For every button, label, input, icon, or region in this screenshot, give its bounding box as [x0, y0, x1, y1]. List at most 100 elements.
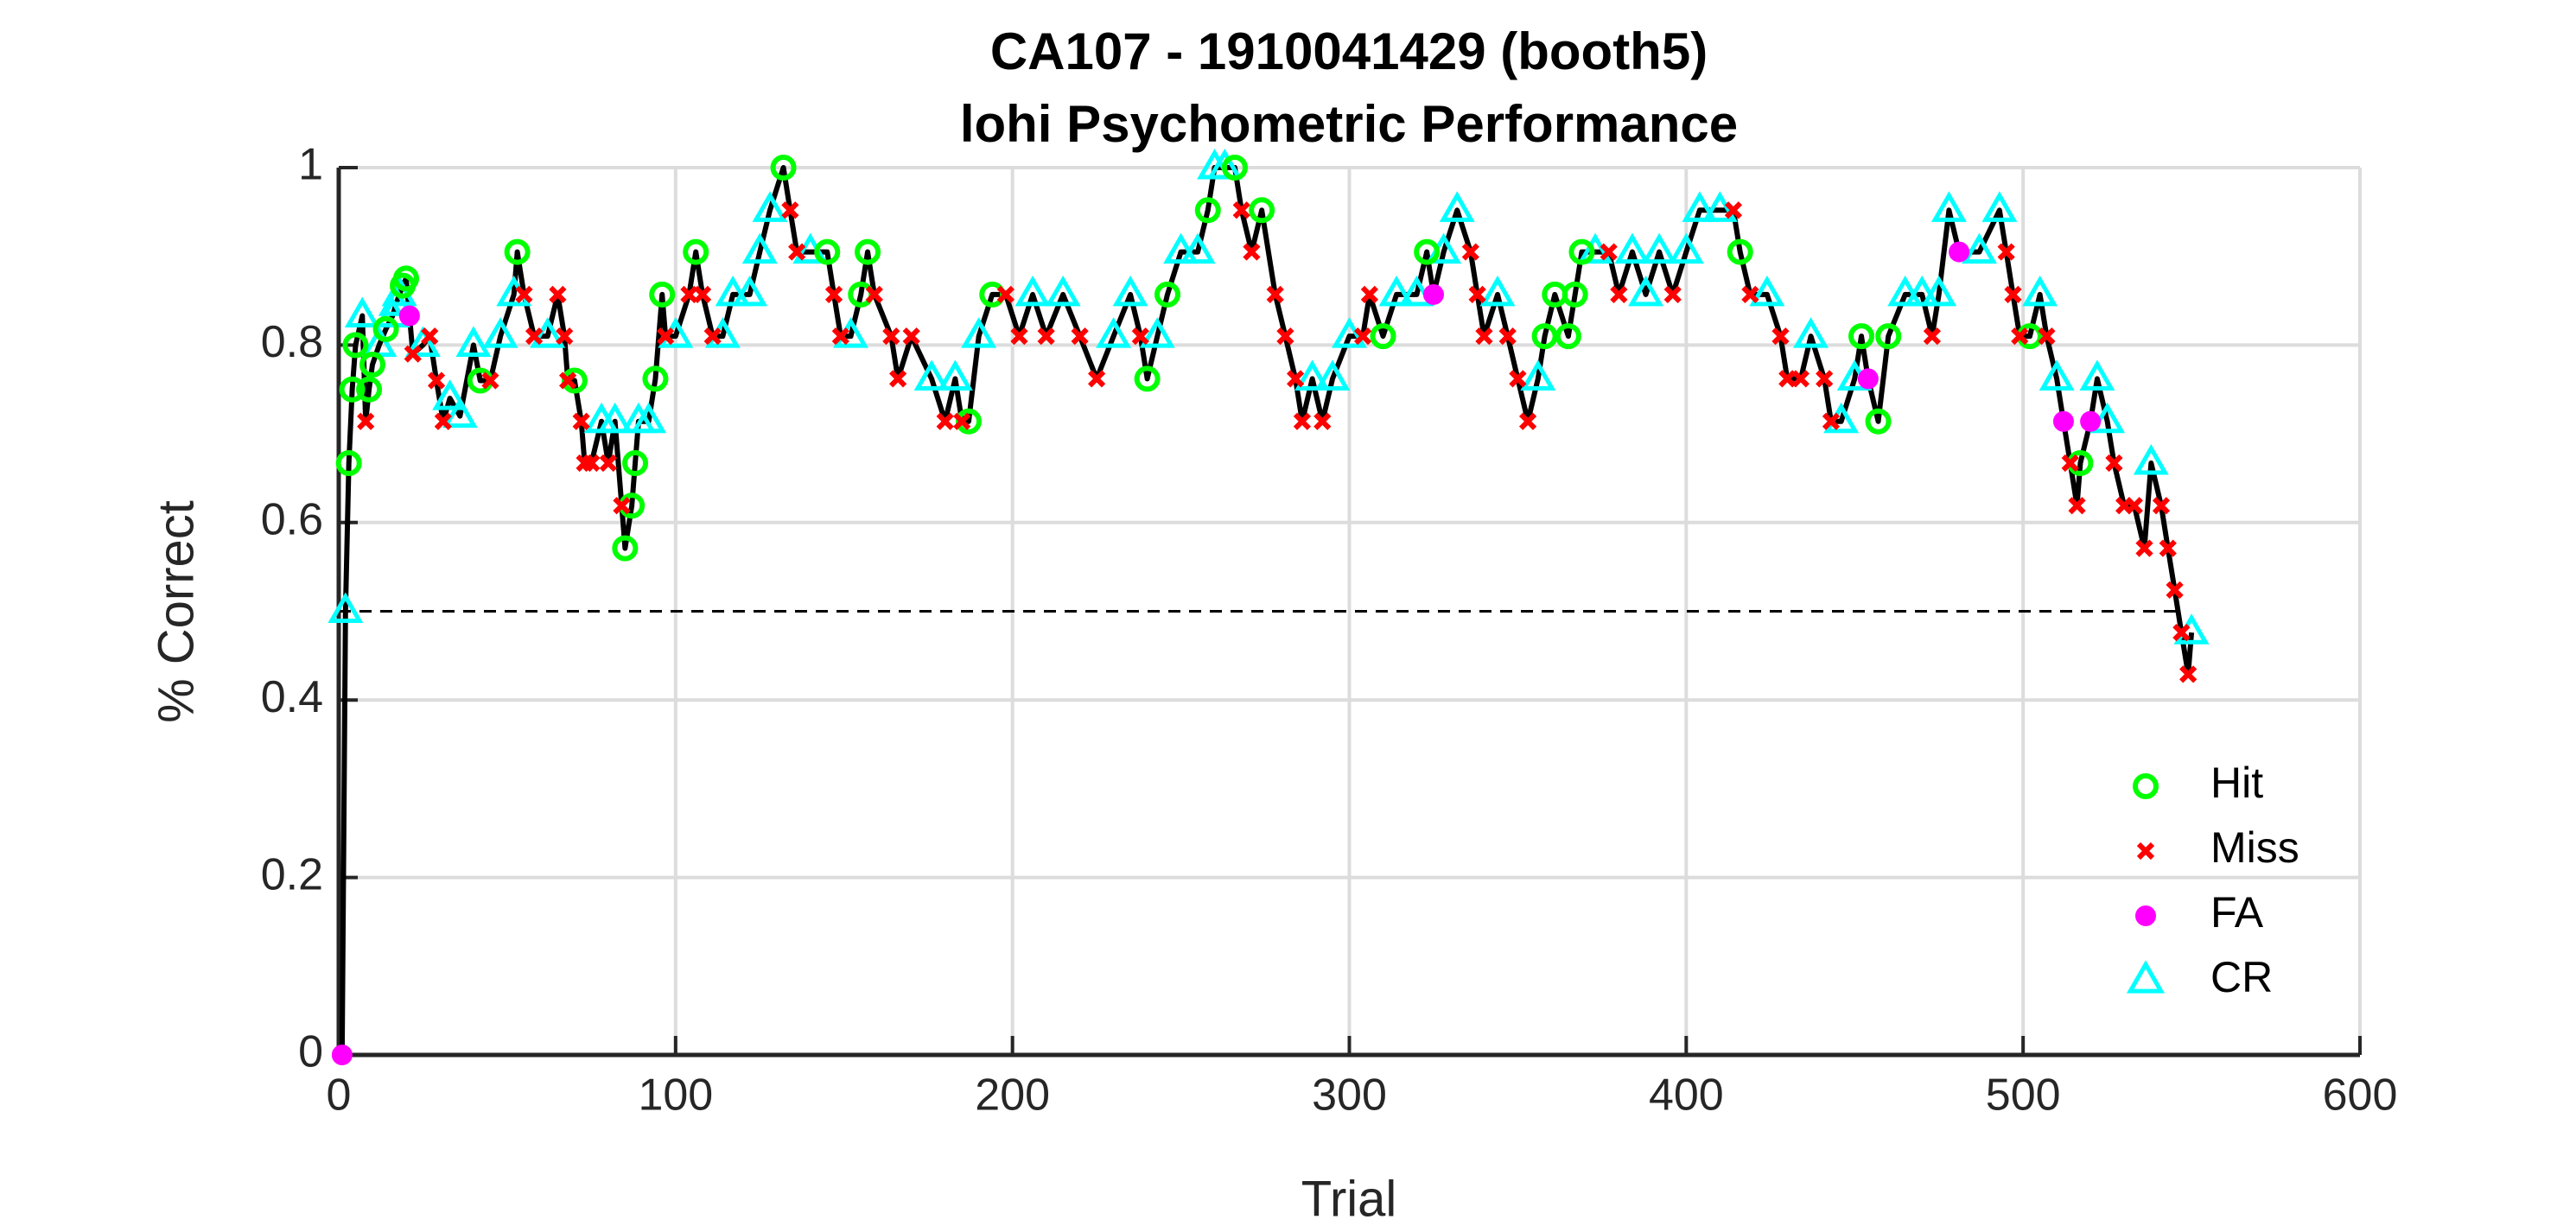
cr-marker: [455, 326, 492, 357]
cr-marker: [2022, 275, 2058, 307]
legend-symbol: [2135, 905, 2156, 926]
cr-marker: [1793, 317, 1829, 348]
x-tick-label: 200: [975, 1070, 1050, 1121]
miss-marker: [1131, 327, 1149, 346]
miss-marker: [2152, 497, 2171, 515]
cr-marker: [1921, 275, 1957, 307]
miss-marker: [824, 285, 843, 303]
hit-marker: [339, 376, 366, 403]
hit-marker: [504, 238, 531, 265]
miss-marker: [1287, 370, 1305, 388]
miss-marker: [888, 370, 907, 388]
cr-marker: [404, 326, 441, 357]
chart-title: CA107 - 1910041429 (booth5): [990, 22, 1708, 80]
cr-marker: [1332, 317, 1367, 348]
fa-marker: [1949, 241, 1970, 263]
cr-marker: [732, 275, 768, 307]
miss-marker: [1663, 285, 1682, 303]
legend-label: Hit: [2210, 759, 2263, 807]
x-axis-label: Trial: [1301, 1171, 1397, 1226]
miss-marker: [1461, 243, 1479, 261]
miss-marker: [703, 327, 722, 346]
cr-marker: [1701, 191, 1738, 222]
hit-marker: [1727, 238, 1753, 265]
cr-marker: [344, 296, 380, 328]
miss-marker: [599, 454, 617, 473]
cr-marker: [913, 359, 950, 391]
miss-marker: [882, 327, 900, 346]
miss-marker: [481, 372, 499, 390]
cr-marker: [1904, 275, 1940, 307]
cr-marker: [1641, 232, 1677, 264]
miss-marker: [2011, 327, 2029, 346]
legend-symbol: [2133, 773, 2159, 799]
miss-marker: [434, 412, 452, 430]
legend-label: CR: [2210, 953, 2273, 1001]
hit-marker: [1875, 323, 1902, 350]
miss-marker: [1010, 327, 1028, 346]
fa-marker: [398, 305, 420, 327]
cr-marker: [1045, 275, 1081, 307]
hit-marker: [1154, 281, 1180, 308]
miss-marker: [1313, 412, 1332, 430]
fa-marker: [1422, 283, 1444, 305]
legend-symbol: [2136, 842, 2155, 861]
cr-marker: [1887, 275, 1924, 307]
cr-marker: [715, 275, 751, 307]
y-tick-label: 0.6: [261, 495, 323, 545]
cr-marker: [741, 232, 778, 264]
miss-marker: [1360, 285, 1379, 303]
miss-marker: [936, 412, 954, 430]
cr-marker: [530, 317, 566, 348]
cr-marker: [1163, 232, 1199, 264]
cr-marker: [1628, 275, 1664, 307]
fa-marker: [1857, 368, 1879, 390]
cr-marker: [1962, 232, 1997, 264]
miss-marker: [1778, 370, 1797, 388]
cr-marker: [1096, 317, 1132, 348]
miss-marker: [1293, 412, 1312, 430]
miss-marker: [357, 412, 375, 430]
cr-marker: [937, 359, 973, 391]
cr-marker: [597, 402, 633, 434]
cr-marker: [1439, 191, 1475, 222]
hit-marker: [622, 449, 649, 476]
miss-marker: [2125, 497, 2143, 515]
hit-marker: [1249, 197, 1275, 224]
miss-marker: [2038, 327, 2056, 346]
hit-marker: [372, 315, 399, 342]
miss-marker: [2061, 454, 2079, 473]
cr-marker: [752, 191, 788, 222]
cr-marker: [1206, 148, 1243, 180]
miss-marker: [1509, 370, 1527, 388]
cr-marker: [1668, 232, 1704, 264]
hit-marker: [683, 238, 709, 265]
miss-marker: [1600, 243, 1618, 261]
y-tick-label: 0: [298, 1027, 323, 1077]
hit-marker: [1370, 323, 1396, 350]
hit-marker: [612, 535, 639, 562]
miss-marker: [953, 412, 971, 430]
miss-marker: [556, 327, 574, 346]
fa-marker: [2080, 410, 2102, 432]
miss-marker: [2135, 539, 2153, 557]
miss-marker: [781, 201, 799, 219]
hit-marker: [342, 332, 369, 359]
miss-marker: [1037, 327, 1055, 346]
miss-marker: [1771, 327, 1790, 346]
x-tick-label: 100: [638, 1070, 713, 1121]
hit-marker: [1562, 281, 1588, 308]
miss-marker: [1518, 412, 1537, 430]
miss-marker: [2172, 624, 2191, 642]
miss-marker: [572, 412, 590, 430]
miss-marker: [1741, 285, 1759, 303]
miss-marker: [996, 285, 1014, 303]
miss-marker: [902, 327, 920, 346]
miss-marker: [582, 454, 601, 473]
hit-marker: [855, 238, 881, 265]
cr-marker: [432, 379, 468, 410]
x-tick-label: 600: [2323, 1070, 2398, 1121]
cr-marker: [1614, 232, 1651, 264]
fa-marker: [2052, 410, 2074, 432]
